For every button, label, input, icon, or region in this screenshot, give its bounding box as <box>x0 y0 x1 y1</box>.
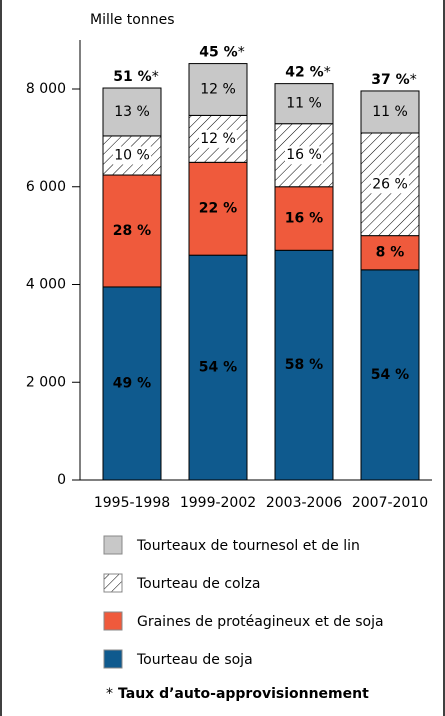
segment-label: 10 % <box>114 147 150 163</box>
bar-segment <box>274 249 334 481</box>
bar-segment <box>360 90 420 134</box>
self-sufficiency-value: 51 % <box>113 69 151 85</box>
footnote-marker: * <box>106 686 113 702</box>
y-tick-label: 8 000 <box>26 81 66 97</box>
segment-label: 28 % <box>113 223 151 239</box>
self-sufficiency-label: 42 %* <box>285 65 330 81</box>
label-bg <box>285 146 323 165</box>
legend-label: Graines de protéagineux et de soja <box>137 614 384 630</box>
y-tick-label: 4 000 <box>26 277 66 293</box>
y-tick-label: 6 000 <box>26 179 66 195</box>
self-sufficiency-marker: * <box>324 65 331 81</box>
x-tick-label: 2007-2010 <box>352 495 428 511</box>
legend-label: Tourteaux de tournesol et de lin <box>136 538 360 554</box>
bar-segment <box>102 174 162 288</box>
y-tick-label: 2 000 <box>26 374 66 390</box>
label-bg <box>113 146 151 165</box>
self-sufficiency-marker: * <box>238 45 245 61</box>
segment-label: 54 % <box>371 367 409 383</box>
bar-segment <box>274 83 334 125</box>
segment-label: 12 % <box>200 81 236 97</box>
bar-segment <box>188 254 248 481</box>
segment-label: 12 % <box>200 131 236 147</box>
self-sufficiency-value: 45 % <box>199 45 237 61</box>
legend-swatch <box>103 649 123 669</box>
legend-label: Tourteau de colza <box>136 576 260 592</box>
self-sufficiency-marker: * <box>410 72 417 88</box>
self-sufficiency-label: 45 %* <box>199 45 244 61</box>
segment-label: 22 % <box>199 201 237 217</box>
self-sufficiency-marker: * <box>152 69 159 85</box>
segment-label: 49 % <box>113 375 151 391</box>
segment-label: 54 % <box>199 360 237 376</box>
self-sufficiency-label: 37 %* <box>371 72 416 88</box>
bar-segment <box>188 63 248 116</box>
legend-label: Tourteau de soja <box>136 652 253 668</box>
segment-label: 16 % <box>286 147 322 163</box>
bar-segment <box>360 235 420 271</box>
footnote-text: Taux d’auto-approvisionnement <box>118 686 369 702</box>
bar-segment <box>274 186 334 251</box>
x-tick-label: 1995-1998 <box>94 495 170 511</box>
footnote: * Taux d’auto-approvisionnement <box>106 686 369 702</box>
self-sufficiency-value: 37 % <box>371 72 409 88</box>
self-sufficiency-value: 42 % <box>285 65 323 81</box>
segment-label: 11 % <box>286 96 322 112</box>
segment-label: 26 % <box>372 176 408 192</box>
bar-segment <box>102 87 162 137</box>
x-tick-label: 1999-2002 <box>180 495 256 511</box>
y-tick-label: 0 <box>57 472 66 488</box>
segment-label: 58 % <box>285 357 323 373</box>
segment-label: 11 % <box>372 104 408 120</box>
x-tick-label: 2003-2006 <box>266 495 342 511</box>
bar-segment <box>360 269 420 481</box>
bar-segment <box>102 286 162 481</box>
bar-segment <box>188 161 248 256</box>
unit-label: Mille tonnes <box>90 12 175 28</box>
legend-swatch <box>103 611 123 631</box>
legend-swatch <box>103 535 123 555</box>
self-sufficiency-label: 51 %* <box>113 69 158 85</box>
legend-swatch <box>103 573 123 593</box>
label-bg <box>199 129 237 148</box>
label-bg <box>371 175 409 194</box>
segment-label: 13 % <box>114 104 150 120</box>
segment-label: 16 % <box>285 211 323 227</box>
segment-label: 8 % <box>376 245 405 261</box>
